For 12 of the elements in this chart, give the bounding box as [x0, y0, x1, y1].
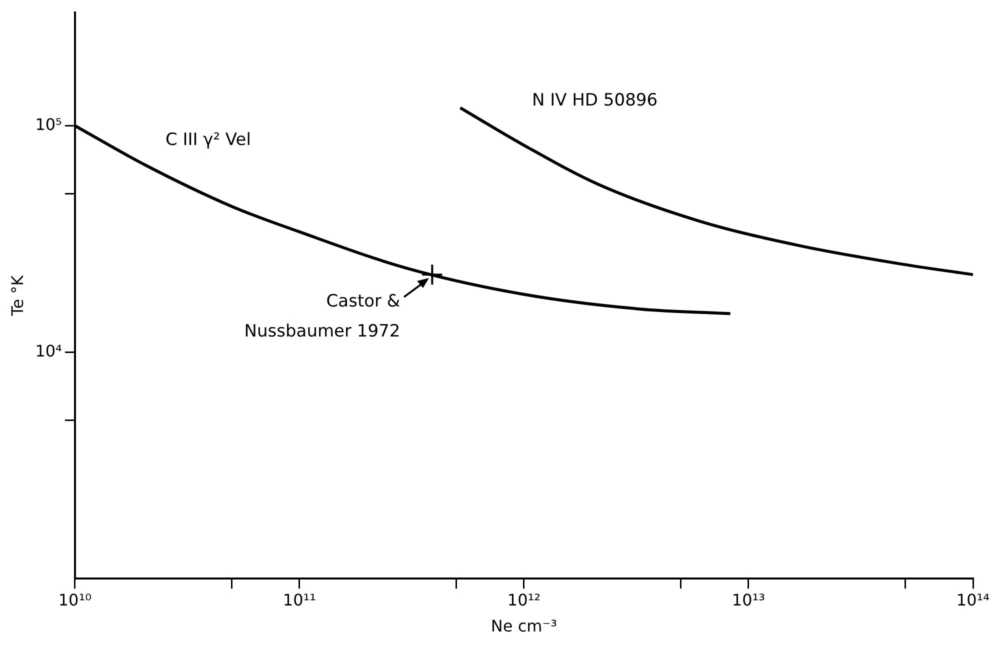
x-tick-label: 10¹¹: [282, 590, 316, 610]
y-tick-label: 10⁴: [35, 341, 62, 360]
x-tick-label: 10¹³: [732, 590, 766, 610]
y-tick-label: 10⁵: [35, 114, 62, 134]
x-tick-label: 10¹⁴: [956, 590, 990, 610]
text: N IV HD 50896: [532, 90, 658, 110]
x-tick-label: 10¹²: [507, 590, 541, 610]
annotation: Castor & Nussbaumer 1972: [244, 292, 400, 342]
x-axis-title: Ne cm⁻³: [490, 616, 558, 636]
y-axis-title: Te °K: [8, 274, 27, 317]
x-tick-label: 10¹⁰: [58, 590, 92, 610]
series-label: C III γ² Vel: [165, 130, 251, 150]
